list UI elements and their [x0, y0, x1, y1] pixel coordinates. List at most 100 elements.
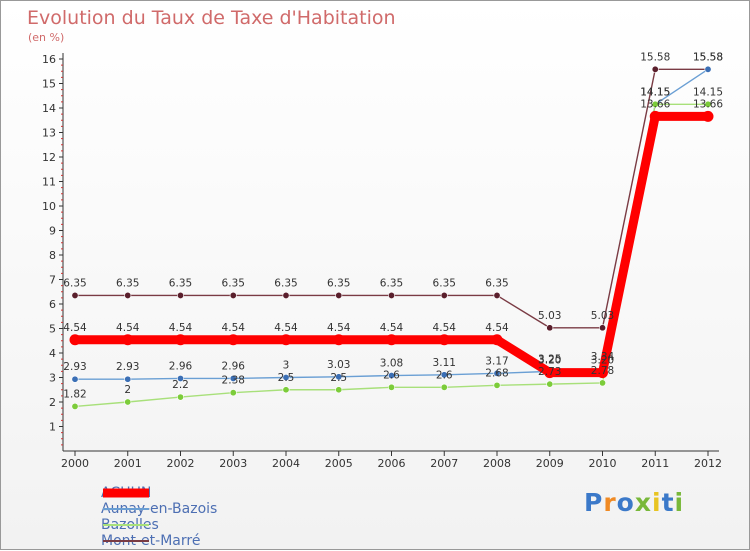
legend-label: Mont-et-Marré: [101, 533, 201, 549]
data-point: [704, 65, 712, 73]
data-label: 2.5: [330, 372, 347, 384]
data-point: [124, 375, 132, 383]
data-point: [124, 398, 132, 406]
data-point: [546, 324, 554, 332]
data-point: [335, 291, 343, 299]
legend-swatch-bazolles: [103, 524, 149, 526]
data-point: [335, 373, 343, 381]
data-point: [177, 374, 185, 382]
data-point: [387, 372, 395, 380]
data-point: [438, 334, 450, 346]
data-label: 5.03: [591, 310, 614, 322]
legend-swatch-aunay: [103, 508, 149, 510]
data-label: 2.5: [278, 372, 295, 384]
data-label: 13.66: [640, 98, 670, 110]
data-point: [229, 389, 237, 397]
y-tick-label: 6: [49, 298, 56, 311]
logo-letter: r: [603, 488, 617, 517]
data-label: 4.54: [169, 322, 193, 334]
data-point: [493, 369, 501, 377]
data-label: 6.35: [485, 277, 508, 289]
legend: ACHUN Aunay-en-Bazois Bazolles Mont-et-M…: [101, 485, 217, 549]
logo-letter: P: [584, 488, 604, 517]
data-label: 2.78: [591, 365, 614, 377]
data-label: 15.58: [693, 51, 723, 63]
data-point: [387, 383, 395, 391]
data-point: [651, 65, 659, 73]
data-point: [282, 291, 290, 299]
data-label: 6.35: [327, 277, 350, 289]
series-line-achun: [75, 111, 708, 378]
data-label: 6.35: [274, 277, 297, 289]
y-tick-label: 16: [42, 53, 56, 66]
data-label: 2.38: [222, 375, 245, 387]
data-point: [177, 291, 185, 299]
data-label: 3: [283, 360, 290, 372]
legend-swatch-achun: [103, 488, 149, 498]
data-point: [71, 402, 79, 410]
data-label: 14.15: [693, 86, 723, 98]
x-tick-label: 2002: [167, 457, 195, 470]
data-label: 6.35: [116, 277, 139, 289]
data-point: [651, 100, 659, 108]
data-label: 2.96: [222, 360, 246, 372]
x-tick-label: 2004: [272, 457, 300, 470]
x-tick-label: 2011: [641, 457, 669, 470]
data-point: [333, 334, 345, 346]
y-tick-label: 7: [49, 274, 56, 287]
data-point: [282, 373, 290, 381]
data-point: [544, 367, 556, 379]
data-point: [69, 334, 81, 346]
data-label: 4.54: [380, 322, 404, 334]
data-label: 6.35: [222, 277, 245, 289]
chart-title: Evolution du Taux de Taxe d'Habitation: [27, 7, 396, 29]
data-point: [597, 367, 608, 379]
data-label: 6.35: [380, 277, 403, 289]
x-tick-label: 2012: [694, 457, 722, 470]
data-point: [122, 334, 134, 346]
y-tick-label: 15: [42, 78, 56, 91]
legend-item: ACHUN: [101, 485, 217, 501]
data-point: [71, 375, 79, 383]
data-point: [175, 334, 186, 346]
data-label: 4.54: [433, 322, 457, 334]
logo-letter: t: [661, 488, 675, 517]
logo-letter: i: [652, 488, 662, 517]
data-label: 4.54: [63, 322, 87, 334]
data-label: 3.08: [380, 358, 403, 370]
data-label: 3.34: [591, 351, 615, 363]
data-point: [702, 110, 714, 122]
data-point: [386, 334, 397, 346]
legend-item: Bazolles: [101, 517, 217, 533]
data-point: [280, 334, 292, 346]
data-point: [598, 324, 606, 332]
legend-label: Aunay-en-Bazois: [101, 501, 218, 517]
data-point: [387, 291, 395, 299]
y-tick-label: 4: [49, 347, 56, 360]
data-label: 2.68: [485, 367, 508, 379]
x-tick-label: 2001: [114, 457, 142, 470]
data-point: [440, 371, 448, 379]
data-label: 2.6: [436, 369, 453, 381]
data-point: [335, 386, 343, 394]
y-axis-unit: (en %): [28, 31, 65, 44]
x-tick-label: 2007: [430, 457, 458, 470]
data-label: 14.15: [640, 86, 670, 98]
data-label: 4.54: [274, 322, 298, 334]
data-label: 13.66: [693, 98, 723, 110]
x-tick-label: 2006: [378, 457, 406, 470]
data-label: 4.54: [327, 322, 351, 334]
data-label: 4.54: [485, 322, 509, 334]
legend-swatch-mont: [103, 540, 149, 542]
data-label: 3.25: [538, 353, 561, 365]
logo-letter: i: [674, 488, 685, 517]
data-label: 2.6: [383, 369, 400, 381]
y-tick-label: 5: [49, 323, 56, 336]
data-point: [649, 110, 661, 122]
proxiti-logo: Proxiti: [584, 488, 684, 517]
data-label: 15.58: [640, 51, 670, 63]
data-point: [177, 393, 185, 401]
data-label: 14.15: [640, 86, 670, 98]
